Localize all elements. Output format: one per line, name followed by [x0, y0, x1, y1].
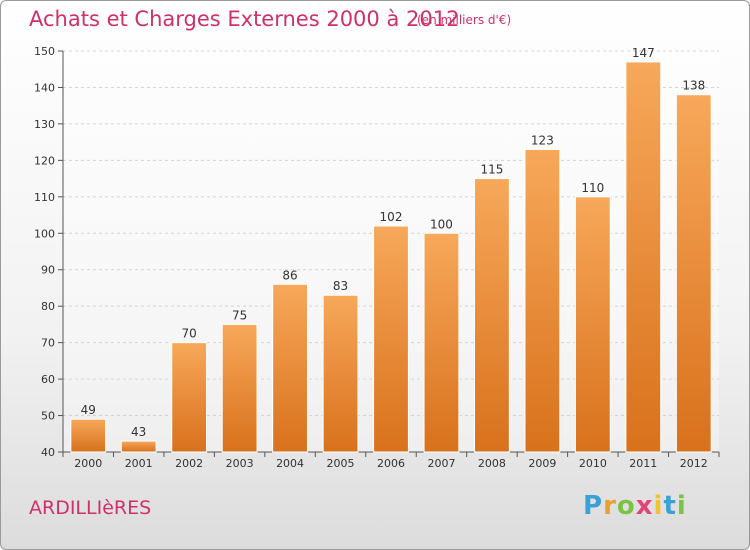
- y-tick-label: 80: [41, 300, 55, 313]
- y-tick-label: 50: [41, 410, 55, 423]
- chart-subtitle: (en milliers d'€): [417, 13, 512, 27]
- value-label: 138: [682, 79, 705, 93]
- brand-letter: i: [653, 491, 664, 521]
- bar: [574, 196, 611, 453]
- y-tick-label: 90: [41, 264, 55, 277]
- value-label: 70: [182, 327, 197, 341]
- labels: 40 50 60 70 80 90 100 110 120 130 140 150 49 2000 43 20…: [34, 45, 708, 470]
- bar: [625, 61, 662, 453]
- brand-letter: r: [603, 491, 617, 521]
- brand-logo: Proxiti: [583, 491, 687, 521]
- value-label: 100: [430, 217, 453, 231]
- x-tick-label: 2010: [579, 457, 607, 470]
- x-tick-label: 2011: [629, 457, 657, 470]
- x-tick-label: 2009: [528, 457, 556, 470]
- bar: [272, 283, 308, 453]
- value-label: 110: [581, 181, 604, 195]
- bar: [171, 342, 208, 453]
- value-label: 115: [480, 163, 503, 177]
- bar: [524, 148, 561, 453]
- bar: [675, 94, 712, 453]
- y-tick-label: 60: [41, 373, 55, 386]
- bars: [70, 61, 712, 453]
- y-tick-label: 40: [41, 446, 55, 459]
- x-tick-label: 2001: [125, 457, 153, 470]
- bar: [373, 225, 409, 453]
- value-label: 86: [282, 268, 297, 282]
- x-tick-label: 2006: [377, 457, 405, 470]
- value-label: 49: [81, 403, 96, 417]
- bar: [322, 294, 359, 453]
- brand-letter: t: [663, 491, 677, 521]
- bar: [221, 323, 258, 453]
- brand-letter: x: [635, 491, 654, 521]
- x-tick-label: 2004: [276, 457, 304, 470]
- x-tick-label: 2003: [226, 457, 254, 470]
- x-tick-label: 2007: [427, 457, 455, 470]
- bar: [423, 232, 460, 453]
- bar: [120, 440, 157, 453]
- value-label: 43: [131, 425, 146, 439]
- y-tick-label: 120: [34, 154, 55, 167]
- value-label: 123: [531, 133, 554, 147]
- x-tick-label: 2002: [175, 457, 203, 470]
- brand-letter: o: [616, 491, 636, 521]
- bar: [474, 178, 510, 453]
- value-label: 147: [632, 46, 655, 60]
- value-label: 83: [333, 279, 348, 293]
- y-tick-label: 70: [41, 337, 55, 350]
- x-tick-label: 2005: [327, 457, 355, 470]
- x-tick-label: 2000: [74, 457, 102, 470]
- value-label: 75: [232, 308, 247, 322]
- bar: [70, 418, 107, 453]
- chart-title: Achats et Charges Externes 2000 à 2012: [29, 7, 460, 31]
- x-tick-label: 2012: [680, 457, 708, 470]
- location-label: ARDILLIèRES: [29, 497, 152, 519]
- y-tick-label: 130: [34, 118, 55, 131]
- y-tick-label: 110: [34, 191, 55, 204]
- brand-letter: i: [676, 491, 687, 521]
- y-tick-label: 140: [34, 81, 55, 94]
- x-tick-label: 2008: [478, 457, 506, 470]
- y-tick-label: 100: [34, 227, 55, 240]
- y-tick-label: 150: [34, 45, 55, 58]
- value-label: 102: [380, 210, 403, 224]
- brand-letter: P: [583, 491, 604, 521]
